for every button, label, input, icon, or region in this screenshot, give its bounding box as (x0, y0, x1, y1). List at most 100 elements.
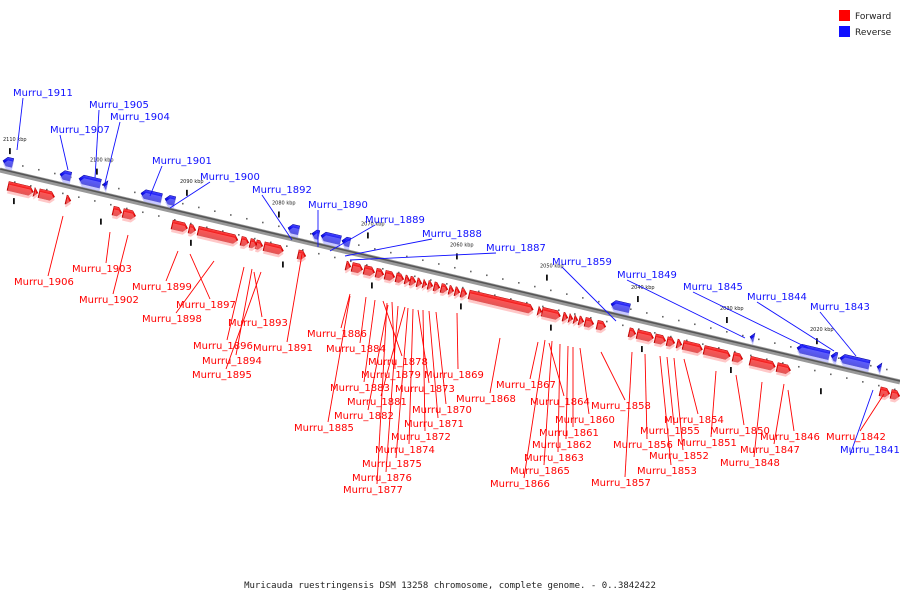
gene-label[interactable]: Murru_1842 (826, 432, 886, 443)
reverse-gene-arrow[interactable] (838, 353, 871, 373)
reverse-gene-arrow[interactable] (58, 170, 73, 185)
gene-label[interactable]: Murru_1854 (664, 415, 724, 426)
forward-gene-arrow[interactable] (775, 362, 792, 378)
reverse-gene-arrow[interactable] (795, 343, 831, 363)
forward-gene-arrow[interactable] (248, 238, 258, 252)
gene-label[interactable]: Murru_1883 (330, 383, 390, 394)
gene-label[interactable]: Murru_1875 (362, 459, 422, 470)
gene-label[interactable]: Murru_1864 (530, 397, 590, 408)
reverse-gene-arrow[interactable] (340, 236, 352, 250)
forward-gene-arrow[interactable] (111, 205, 123, 220)
gene-label[interactable]: Murru_1911 (13, 88, 73, 99)
forward-gene-arrow[interactable] (595, 319, 607, 334)
gene-label[interactable]: Murru_1906 (14, 277, 74, 288)
forward-gene-arrow[interactable] (239, 236, 250, 250)
forward-gene-arrow[interactable] (536, 305, 543, 319)
gene-label[interactable]: Murru_1907 (50, 125, 110, 136)
forward-gene-arrow[interactable] (889, 389, 900, 403)
gene-label[interactable]: Murru_1881 (347, 397, 407, 408)
gene-label[interactable]: Murru_1898 (142, 314, 202, 325)
forward-gene-arrow[interactable] (627, 327, 637, 341)
reverse-gene-arrow[interactable] (310, 229, 321, 243)
gene-label[interactable]: Murru_1895 (192, 370, 252, 381)
gene-label[interactable]: Murru_1900 (200, 172, 260, 183)
gene-label[interactable]: Murru_1862 (532, 440, 592, 451)
forward-gene-arrow[interactable] (653, 333, 667, 348)
gene-label[interactable]: Murru_1901 (152, 156, 212, 167)
gene-label[interactable]: Murru_1851 (677, 438, 737, 449)
forward-gene-arrow[interactable] (572, 314, 579, 328)
forward-gene-arrow[interactable] (403, 274, 411, 288)
forward-gene-arrow[interactable] (121, 208, 137, 224)
forward-gene-arrow[interactable] (426, 280, 434, 293)
gene-label[interactable]: Murru_1890 (308, 200, 368, 211)
forward-gene-arrow[interactable] (37, 188, 56, 205)
forward-gene-arrow[interactable] (567, 312, 574, 327)
gene-label[interactable]: Murru_1869 (424, 370, 484, 381)
forward-gene-arrow[interactable] (675, 338, 683, 352)
gene-label[interactable]: Murru_1879 (361, 370, 421, 381)
gene-label[interactable]: Murru_1905 (89, 100, 149, 111)
reverse-gene-arrow[interactable] (319, 231, 342, 248)
gene-label[interactable]: Murru_1876 (352, 473, 412, 484)
reverse-gene-arrow[interactable] (748, 332, 756, 346)
gene-label[interactable]: Murru_1904 (110, 112, 170, 123)
forward-gene-arrow[interactable] (415, 277, 423, 291)
reverse-gene-arrow[interactable] (77, 174, 102, 192)
forward-gene-arrow[interactable] (262, 241, 285, 258)
forward-gene-arrow[interactable] (32, 186, 39, 201)
gene-label[interactable]: Murru_1894 (202, 356, 262, 367)
forward-gene-arrow[interactable] (702, 345, 732, 363)
gene-label[interactable]: Murru_1872 (391, 432, 451, 443)
gene-label[interactable]: Murru_1843 (810, 302, 870, 313)
reverse-gene-arrow[interactable] (286, 223, 301, 238)
forward-gene-arrow[interactable] (170, 219, 189, 236)
forward-gene-arrow[interactable] (561, 311, 569, 325)
gene-label[interactable]: Murru_1846 (760, 432, 820, 443)
forward-gene-arrow[interactable] (459, 287, 468, 301)
gene-label[interactable]: Murru_1871 (404, 419, 464, 430)
forward-gene-arrow[interactable] (350, 262, 364, 277)
gene-label[interactable]: Murru_1844 (747, 292, 807, 303)
forward-gene-arrow[interactable] (665, 336, 676, 351)
gene-label[interactable]: Murru_1884 (326, 344, 386, 355)
gene-label[interactable]: Murru_1903 (72, 264, 132, 275)
gene-label[interactable]: Murru_1848 (720, 458, 780, 469)
reverse-gene-arrow[interactable] (609, 300, 631, 316)
gene-label[interactable]: Murru_1865 (510, 466, 570, 477)
gene-label[interactable]: Murru_1897 (176, 300, 236, 311)
gene-label[interactable]: Murru_1866 (490, 479, 550, 490)
gene-label[interactable]: Murru_1874 (375, 445, 435, 456)
gene-label[interactable]: Murru_1870 (412, 405, 472, 416)
gene-label[interactable]: Murru_1857 (591, 478, 651, 489)
forward-gene-arrow[interactable] (681, 340, 704, 357)
gene-label[interactable]: Murru_1847 (740, 445, 800, 456)
gene-label[interactable]: Murru_1855 (640, 426, 700, 437)
forward-gene-arrow[interactable] (383, 270, 396, 284)
gene-label[interactable]: Murru_1853 (637, 466, 697, 477)
forward-gene-arrow[interactable] (421, 278, 428, 292)
gene-label[interactable]: Murru_1867 (496, 380, 556, 391)
gene-label[interactable]: Murru_1868 (456, 394, 516, 405)
forward-gene-arrow[interactable] (635, 329, 655, 346)
forward-gene-arrow[interactable] (540, 306, 562, 323)
reverse-gene-arrow[interactable] (829, 351, 839, 365)
gene-label[interactable]: Murru_1893 (228, 318, 288, 329)
gene-label[interactable]: Murru_1858 (591, 401, 651, 412)
forward-gene-arrow[interactable] (196, 225, 239, 247)
forward-gene-arrow[interactable] (6, 181, 35, 200)
gene-label[interactable]: Murru_1902 (79, 295, 139, 306)
gene-label[interactable]: Murru_1849 (617, 270, 677, 281)
forward-gene-arrow[interactable] (254, 239, 264, 253)
gene-label[interactable]: Murru_1852 (649, 451, 709, 462)
forward-gene-arrow[interactable] (878, 386, 891, 401)
gene-label[interactable]: Murru_1859 (552, 257, 612, 268)
gene-label[interactable]: Murru_1878 (368, 357, 428, 368)
reverse-gene-arrow[interactable] (875, 362, 883, 375)
gene-label[interactable]: Murru_1873 (395, 384, 455, 395)
gene-label[interactable]: Murru_1892 (252, 185, 312, 196)
gene-label[interactable]: Murru_1889 (365, 215, 425, 226)
forward-gene-arrow[interactable] (187, 223, 197, 237)
forward-gene-arrow[interactable] (362, 265, 376, 279)
forward-gene-arrow[interactable] (731, 351, 744, 366)
